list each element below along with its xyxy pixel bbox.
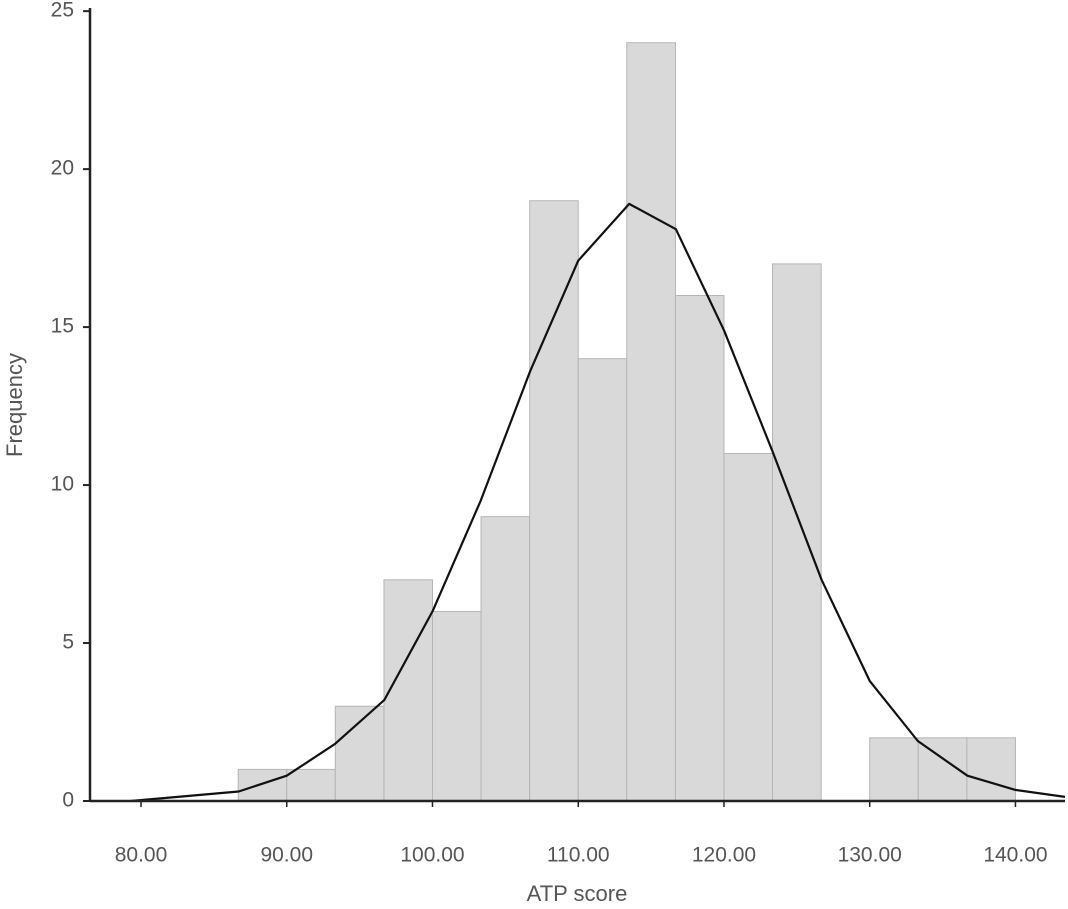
bar bbox=[674, 295, 725, 802]
y-axis-title: Frequency bbox=[2, 353, 27, 457]
bar bbox=[431, 610, 482, 802]
y-tick-label: 20 bbox=[51, 157, 74, 180]
bar bbox=[383, 579, 433, 802]
x-tick-label: 90.00 bbox=[260, 844, 313, 867]
x-tick-label: 140.00 bbox=[983, 844, 1047, 867]
bar bbox=[334, 705, 385, 802]
y-tick-label: 15 bbox=[51, 315, 74, 338]
y-tick-label: 25 bbox=[51, 0, 74, 22]
y-tick-label: 5 bbox=[62, 631, 74, 654]
bar bbox=[529, 200, 579, 802]
bar bbox=[237, 768, 288, 802]
x-tick-label: 120.00 bbox=[692, 844, 756, 867]
y-tick-label: 0 bbox=[62, 789, 74, 812]
x-tick-label: 80.00 bbox=[115, 844, 168, 867]
x-axis-title: ATP score bbox=[527, 881, 628, 906]
x-tick-label: 100.00 bbox=[400, 844, 464, 867]
bar bbox=[772, 263, 822, 802]
bar bbox=[869, 737, 919, 802]
bar bbox=[480, 516, 531, 802]
bar bbox=[286, 768, 336, 802]
x-tick-label: 110.00 bbox=[547, 844, 610, 867]
bar bbox=[723, 452, 774, 802]
bar bbox=[966, 737, 1016, 802]
normal-curve bbox=[130, 202, 1066, 803]
bar bbox=[577, 358, 628, 802]
x-tick-label: 130.00 bbox=[838, 844, 902, 867]
bar bbox=[626, 42, 676, 802]
y-tick-label: 10 bbox=[51, 473, 74, 496]
